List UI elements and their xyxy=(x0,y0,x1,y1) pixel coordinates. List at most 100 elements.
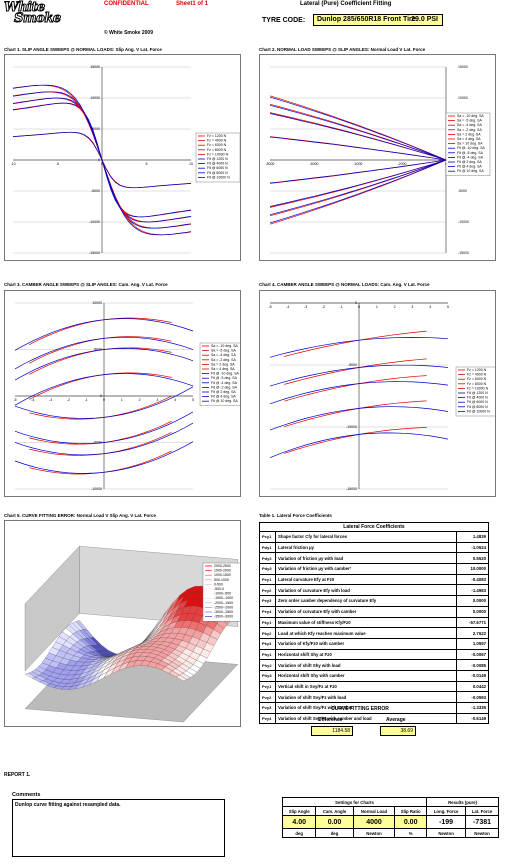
chart-legend: Fz = 1200 NFz = 4000 NFz = 6000 NFz = 80… xyxy=(455,366,495,417)
tick-label: -4 xyxy=(286,305,289,309)
legend-entry: -1500--1000 xyxy=(214,596,233,600)
difference-label: Difference xyxy=(318,717,343,723)
tick-label: 15000 xyxy=(90,65,100,69)
tick-label: 4 xyxy=(429,305,431,309)
fit-line xyxy=(269,159,447,216)
legend-entry: Fit @ 2 deg. SA xyxy=(457,160,482,164)
legend-entry: Fit @ -10 deg. SA xyxy=(457,146,486,150)
tick-label: -4 xyxy=(31,398,34,402)
coefficient-value: 1.0557 xyxy=(456,637,489,650)
coefficient-row: Pky1 Maximum value of stiffness Kfy/Fz0 -5… xyxy=(259,616,489,629)
legend-entry: -3000--2500 xyxy=(214,610,233,614)
coefficient-description: Variation of shift Svy/Fz with load xyxy=(275,691,457,703)
difference-value: 1184.58 xyxy=(311,726,353,736)
chart2-title: Chart 2. NORMAL LOAD SWEEPS @ SLIP ANGLE… xyxy=(259,47,426,52)
legend-entry: Fz = 1200 N xyxy=(467,368,487,372)
coefficient-value: 0.0442 xyxy=(456,680,489,693)
fit-line xyxy=(14,386,194,419)
tyre-code-value: Dunlop 285/650R18 Front Tire xyxy=(317,16,416,23)
comments-label: Comments xyxy=(12,792,41,798)
coefficient-symbol: Pky1 xyxy=(259,616,276,629)
legend-entry: Fz = 6000 N xyxy=(207,143,227,147)
settings-value-cell[interactable]: 4.00 xyxy=(281,815,317,829)
coefficient-symbol: Pey1 xyxy=(259,573,276,586)
comments-text: Dunlop curve fitting against resampled d… xyxy=(15,802,121,808)
coefficient-description: Lateral friction μy xyxy=(275,541,457,554)
fit-line xyxy=(269,96,447,161)
legend-entry: -500-0 xyxy=(214,587,224,591)
legend-entry: Fz = 8000 N xyxy=(467,382,487,386)
tick-label: -10000 xyxy=(458,220,469,224)
legend-box xyxy=(455,366,495,417)
coefficient-row: Pvy1 Vertical shift in Svy/Fz at Fz0 0.044… xyxy=(259,680,489,693)
coefficient-description: Zero order camber dependency of curvatur… xyxy=(275,595,457,607)
tick-label: 5000 xyxy=(92,127,100,131)
settings-unit-cell: Newton xyxy=(352,828,396,838)
data-line xyxy=(29,317,172,346)
tick-label: 3 xyxy=(411,305,413,309)
tick-label: -15000 xyxy=(346,487,357,491)
coefficient-symbol: Pvy4 xyxy=(259,712,276,725)
settings-value-cell[interactable]: 4000 xyxy=(352,815,396,829)
tick-label: -1 xyxy=(340,305,343,309)
coefficient-symbol: Pvy2 xyxy=(259,691,276,703)
legend-entry: -3500--3000 xyxy=(214,615,233,619)
settings-value-cell[interactable]: 0.00 xyxy=(315,815,354,829)
fit-line xyxy=(14,373,194,406)
settings-unit-cell: Newton xyxy=(426,828,467,838)
settings-value-cell[interactable]: 0.00 xyxy=(394,815,428,829)
legend-entry: Fit @ -4 deg. SA xyxy=(211,381,238,385)
coefficient-value: 10.0000 xyxy=(456,563,489,575)
fit-line xyxy=(269,159,447,224)
legend-entry: -2000--1500 xyxy=(214,601,233,605)
tick-label: 5 xyxy=(447,305,449,309)
legend-box xyxy=(199,342,240,406)
tick-label: -2000 xyxy=(398,162,407,166)
coefficient-row: Phy3 Horizontal shift Shy with camber -0.0… xyxy=(259,669,489,682)
chart3-title: Chart 3. CAMBER ANGLE SWEEPS @ SLIP ANGL… xyxy=(4,282,168,287)
legend-entry: Fit @ 6000 N xyxy=(207,166,228,170)
legend-entry: Fit @ -2 deg. SA xyxy=(211,385,238,389)
settings-unit-cell: Newton xyxy=(465,828,499,838)
chart2: -8000-6000-4000-20000150001000050000-500… xyxy=(259,54,496,261)
settings-header-cell: Slip Ratio xyxy=(394,806,428,816)
surface-cell xyxy=(175,674,188,682)
coefficient-value: 0.0000 xyxy=(456,605,489,618)
tick-label: 0 xyxy=(358,305,360,309)
legend-entry: 1500-2000 xyxy=(214,569,231,573)
legend-entry: Fit @ 10 deg. SA xyxy=(211,399,238,403)
coefficient-value: -0.0593 xyxy=(456,691,489,703)
coefficient-row: Pdy2 Variation of friction μy with load 0.… xyxy=(259,552,489,565)
sheet-label: Sheet1 of 1 xyxy=(176,1,209,7)
coefficient-value: -1.0524 xyxy=(456,541,489,554)
legend-box xyxy=(202,562,240,622)
tick-label: -6000 xyxy=(310,162,319,166)
legend-entry: Fit @ 1200 N xyxy=(207,157,228,161)
legend-entry: Fit @ 8000 N xyxy=(207,171,228,175)
legend-entry: Fit @ 8000 N xyxy=(467,405,488,409)
legend-entry: Sa = -4 deg. SA xyxy=(457,123,482,127)
coefficient-value: 0.0000 xyxy=(456,595,489,607)
coefficient-symbol: Phy1 xyxy=(259,648,276,661)
coefficient-description: Vertical shift in Svy/Fz at Fz0 xyxy=(275,680,457,693)
coefficient-value: -0.0149 xyxy=(456,669,489,682)
tick-label: 3 xyxy=(156,398,158,402)
coefficient-description: Variation of friction μy with camber² xyxy=(275,563,457,575)
legend-entry: 500-1000 xyxy=(214,578,229,582)
legend-entry: Fit @ 4 deg. SA xyxy=(457,165,482,169)
chart5: 2000-25001500-20001000-1500500-10000-500… xyxy=(4,520,241,727)
tyre-code-field[interactable]: Dunlop 285/650R18 Front Tire 29.0 PSI xyxy=(313,14,443,26)
comments-box[interactable]: Dunlop curve fitting against resampled d… xyxy=(12,799,225,857)
coefficient-row: Pky2 Load at which Kfy reaches maximum va… xyxy=(259,627,489,639)
coefficient-symbol: Pdy2 xyxy=(259,552,276,565)
legend-entry: Fz = 10000 N xyxy=(467,386,489,390)
data-line xyxy=(284,330,427,357)
coefficient-row: Pey2 Variation of curvature Efy with load… xyxy=(259,584,489,597)
fit-line xyxy=(14,411,194,444)
settings-header-cell: Long. Force xyxy=(426,806,467,816)
settings-unit-cell: deg xyxy=(281,828,317,838)
legend-box xyxy=(195,132,240,183)
coefficient-value: -0.4083 xyxy=(456,573,489,586)
coefficient-value: -1.3336 xyxy=(456,702,489,714)
